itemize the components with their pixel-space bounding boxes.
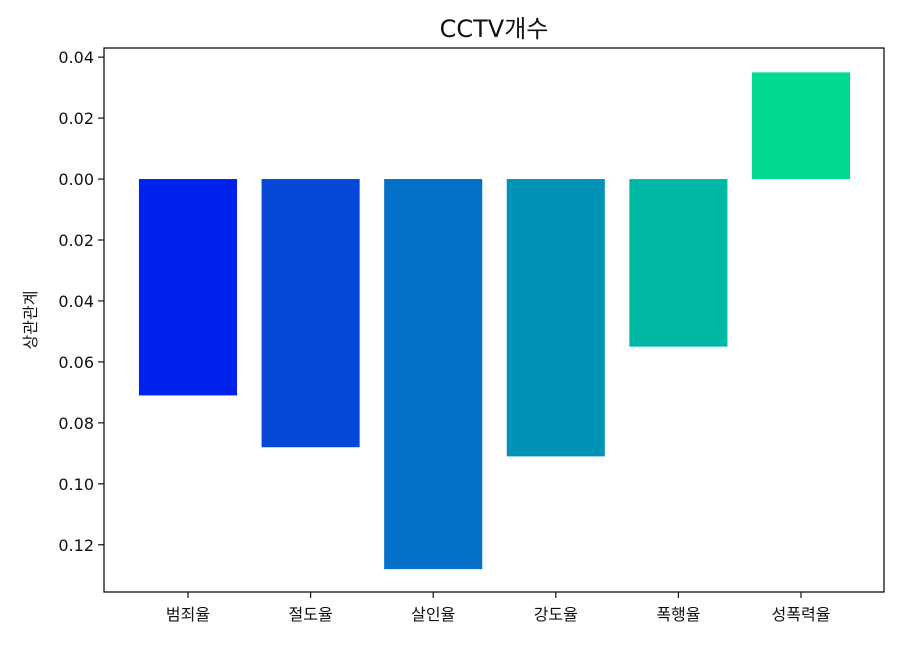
- y-ticks-group: 0.04 0.02 0.00 0.02 0.04 0.06 0.08 0.10 0.12: [58, 48, 104, 555]
- y-tick-label: 0.08: [58, 414, 94, 433]
- bar: [384, 179, 483, 570]
- bar: [629, 179, 728, 347]
- bar: [506, 179, 605, 457]
- x-tick-label: 강도율: [534, 605, 578, 624]
- y-tick-label: 0.06: [58, 353, 94, 372]
- x-tick-label: 절도율: [289, 605, 333, 624]
- y-tick-label: 0.12: [58, 536, 94, 555]
- y-tick-label: 0.02: [58, 231, 94, 250]
- bars-group: [138, 72, 851, 570]
- x-ticks-group: 범죄율 절도율 살인율 강도율 폭행율 성폭력율: [166, 592, 831, 624]
- plot-frame: [103, 47, 885, 593]
- x-tick-label: 폭행율: [656, 605, 700, 624]
- bar: [138, 179, 238, 396]
- bar: [261, 179, 360, 448]
- bar: [751, 72, 851, 180]
- y-axis-label: 상관관계: [21, 291, 40, 350]
- y-tick-label: 0.10: [58, 475, 94, 494]
- chart-title: CCTV개수: [440, 15, 549, 43]
- y-tick-label: 0.04: [58, 292, 94, 311]
- y-tick-label: 0.02: [58, 109, 94, 128]
- x-tick-label: 성폭력율: [772, 605, 831, 624]
- y-tick-label: 0.00: [58, 170, 94, 189]
- x-tick-label: 범죄율: [166, 605, 210, 624]
- y-tick-label: 0.04: [58, 48, 94, 67]
- x-tick-label: 살인율: [411, 605, 455, 624]
